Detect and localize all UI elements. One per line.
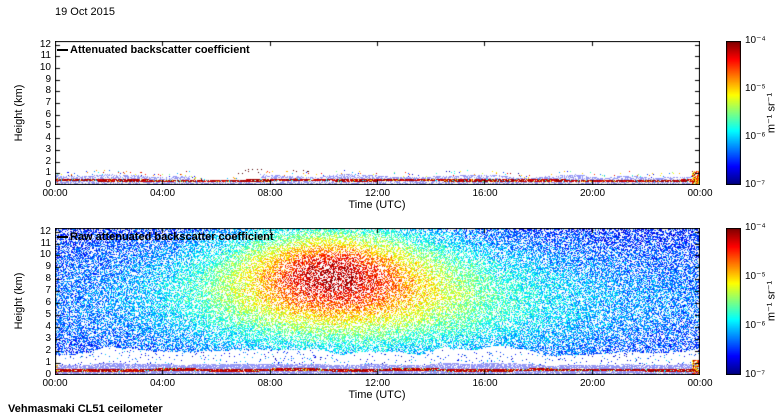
panel1-title: Attenuated backscatter coefficient bbox=[70, 44, 250, 56]
y-tick-label: 6 bbox=[45, 108, 51, 120]
y-tick-label: 1 bbox=[45, 357, 51, 369]
panel1-x-axis-label: Time (UTC) bbox=[348, 199, 406, 211]
y-tick-label: 9 bbox=[45, 261, 51, 273]
title-dash bbox=[57, 236, 68, 238]
colorbar-canvas bbox=[726, 41, 741, 185]
x-tick-label: 00:00 bbox=[687, 188, 713, 199]
y-tick-label: 2 bbox=[45, 155, 51, 167]
y-tick-label: 4 bbox=[45, 132, 51, 144]
panel2-colorbar-unit-label: m⁻¹ sr⁻¹ bbox=[765, 280, 778, 322]
colorbar-tick-label: 10⁻⁷ bbox=[745, 369, 766, 380]
x-tick-label: 08:00 bbox=[257, 378, 283, 389]
y-tick-label: 5 bbox=[45, 309, 51, 321]
y-tick-label: 11 bbox=[40, 50, 51, 62]
x-tick-label: 00:00 bbox=[687, 378, 713, 389]
y-tick-label: 6 bbox=[45, 297, 51, 309]
x-tick-label: 20:00 bbox=[579, 188, 606, 199]
x-tick-label: 00:00 bbox=[42, 378, 68, 389]
panel1-colorbar-unit-label: m⁻¹ sr⁻¹ bbox=[765, 92, 778, 134]
x-tick-label: 00:00 bbox=[42, 188, 68, 199]
y-tick-label: 0 bbox=[45, 179, 51, 190]
y-tick-label: 4 bbox=[45, 321, 51, 333]
y-tick-label: 7 bbox=[45, 97, 51, 109]
colorbar-tick-label: 10⁻⁷ bbox=[745, 179, 766, 190]
y-tick-label: 0 bbox=[45, 369, 51, 380]
colorbar-tick-label: 10⁻⁴ bbox=[745, 222, 766, 233]
y-tick-label: 7 bbox=[45, 285, 51, 297]
y-tick-label: 3 bbox=[45, 143, 51, 155]
y-tick-label: 8 bbox=[45, 273, 51, 285]
x-tick-label: 04:00 bbox=[149, 378, 176, 389]
x-tick-label: 08:00 bbox=[257, 188, 283, 199]
instrument-label: Vehmasmaki CL51 ceilometer bbox=[8, 403, 163, 415]
y-tick-label: 1 bbox=[45, 167, 51, 179]
colorbar-canvas bbox=[726, 228, 741, 375]
y-tick-label: 12 bbox=[39, 225, 51, 237]
x-tick-label: 20:00 bbox=[579, 378, 606, 389]
colorbar-tick-label: 10⁻⁵ bbox=[745, 271, 766, 282]
y-tick-label: 8 bbox=[45, 85, 51, 97]
colorbar-tick-label: 10⁻⁶ bbox=[745, 320, 766, 331]
x-tick-label: 12:00 bbox=[364, 188, 391, 199]
y-tick-label: 3 bbox=[45, 333, 51, 345]
colorbar-tick-label: 10⁻⁴ bbox=[745, 35, 766, 46]
panel2-y-axis-label: Height (km) bbox=[13, 272, 25, 330]
y-tick-label: 12 bbox=[39, 38, 51, 50]
y-tick-label: 10 bbox=[39, 249, 51, 261]
x-tick-label: 12:00 bbox=[364, 378, 391, 389]
panel2-x-axis-label: Time (UTC) bbox=[348, 389, 406, 401]
x-tick-label: 16:00 bbox=[472, 188, 498, 199]
y-tick-label: 11 bbox=[40, 237, 51, 249]
raw-backscatter-heatmap-canvas bbox=[55, 228, 700, 375]
panel2-title: Raw attenuated backscatter coefficient bbox=[70, 231, 274, 243]
y-tick-label: 5 bbox=[45, 120, 51, 132]
colorbar-tick-label: 10⁻⁵ bbox=[745, 83, 766, 94]
colorbar-tick-label: 10⁻⁶ bbox=[745, 131, 766, 142]
x-tick-label: 04:00 bbox=[149, 188, 176, 199]
x-tick-label: 16:00 bbox=[472, 378, 498, 389]
title-dash bbox=[57, 49, 68, 51]
y-tick-label: 10 bbox=[39, 61, 51, 73]
date-label: 19 Oct 2015 bbox=[55, 6, 115, 18]
y-tick-label: 2 bbox=[45, 345, 51, 357]
y-tick-label: 9 bbox=[45, 73, 51, 85]
panel1-y-axis-label: Height (km) bbox=[13, 84, 25, 142]
backscatter-heatmap-canvas bbox=[55, 41, 700, 185]
